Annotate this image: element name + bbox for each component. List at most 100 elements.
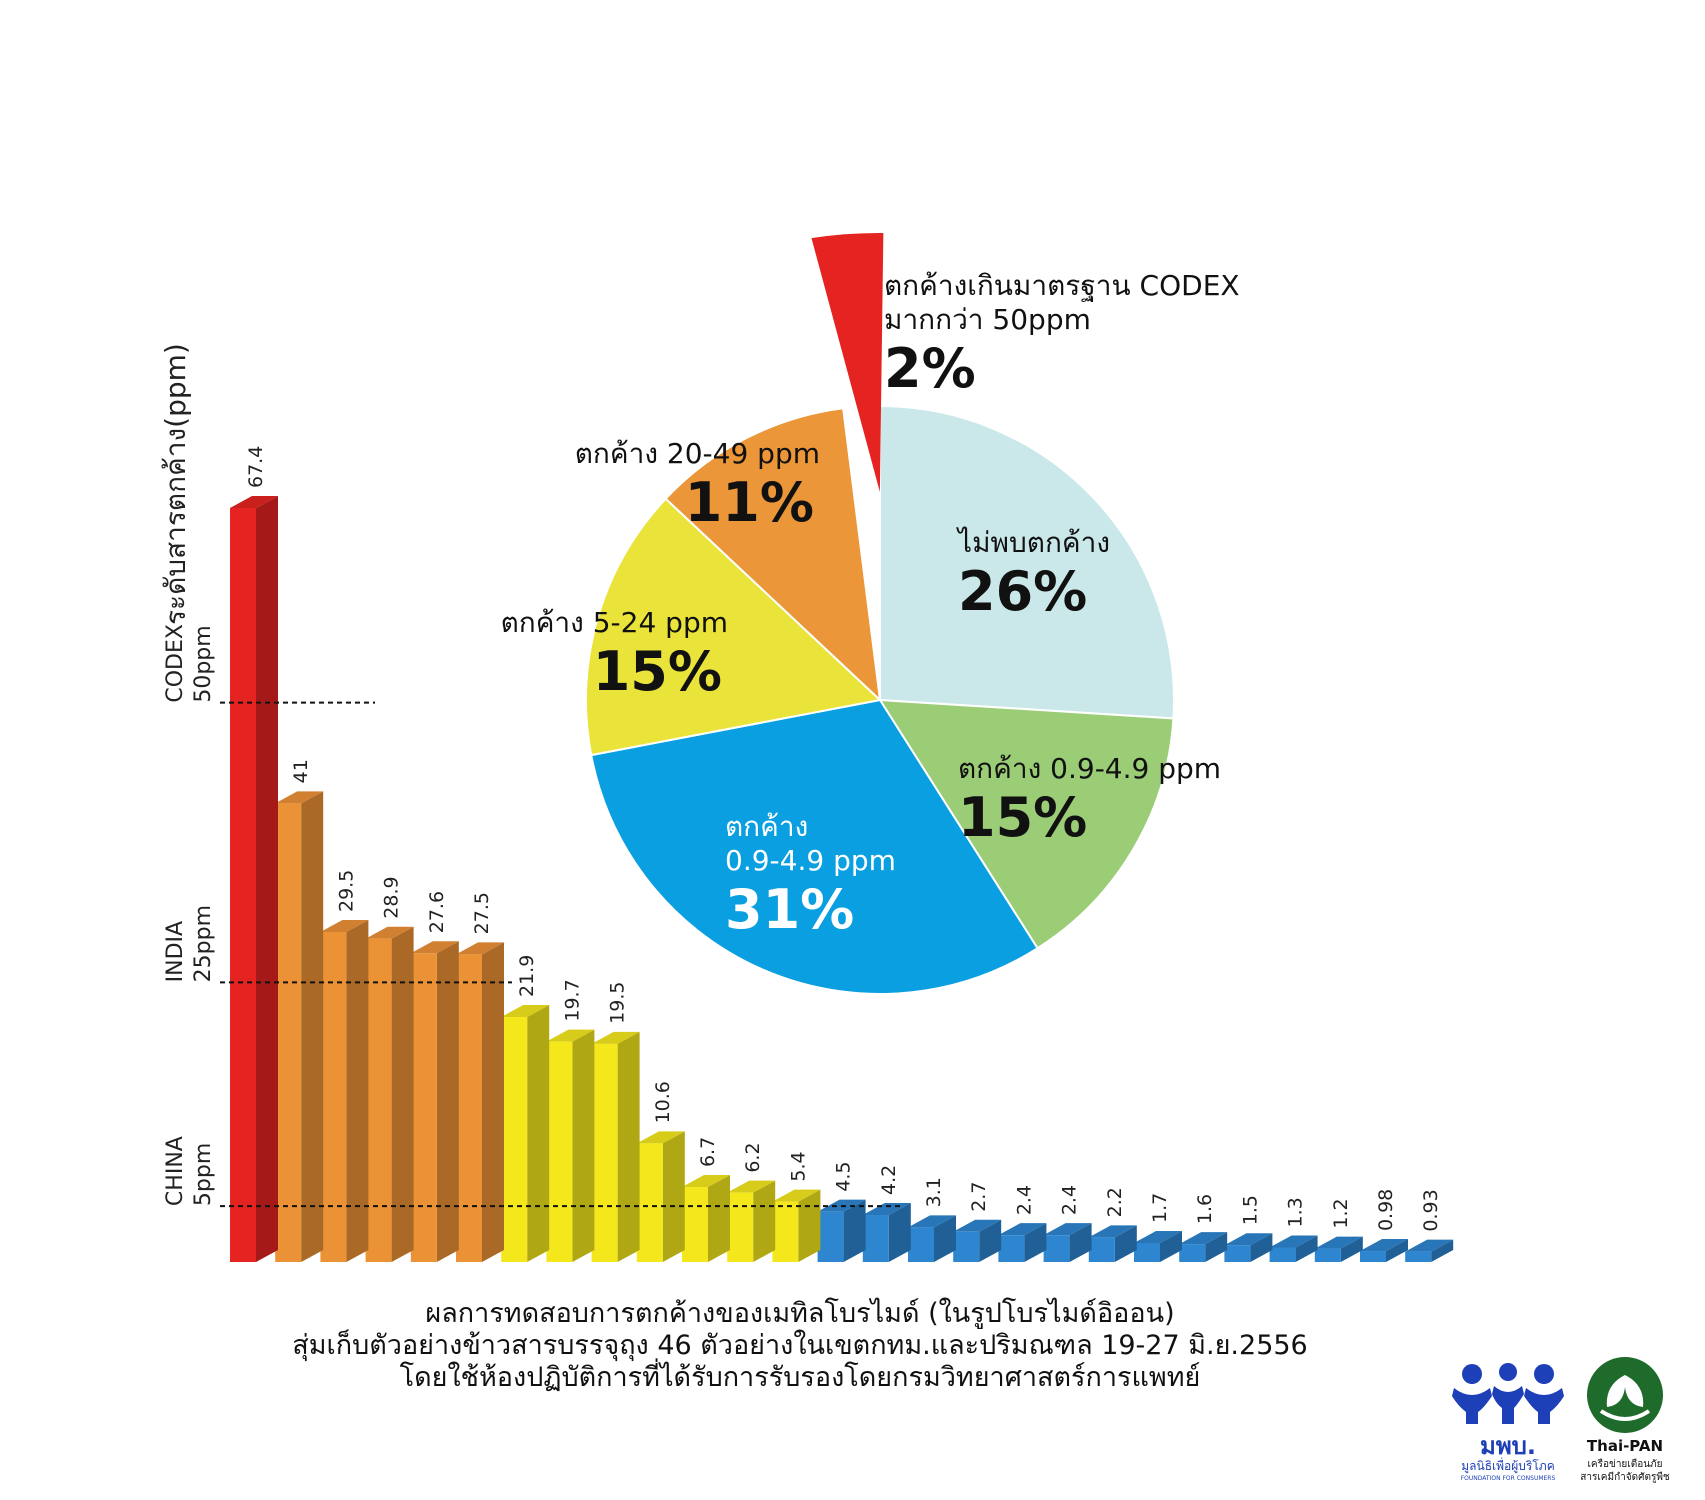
bar-16 (908, 1215, 956, 1262)
bar-top (1405, 1239, 1454, 1252)
bar-24 (1269, 1235, 1318, 1262)
bar-value-label: 19.5 (607, 982, 629, 1024)
bar-value-label: 29.5 (335, 870, 357, 912)
bar-top (501, 1005, 550, 1018)
bar-7 (501, 1005, 550, 1262)
bar-value-label: 5.4 (787, 1151, 809, 1181)
pie-slice-percent: 31% (725, 878, 854, 941)
bar-top (1224, 1233, 1273, 1246)
bar-top (998, 1223, 1047, 1236)
reference-name: INDIA (163, 921, 188, 982)
bar-value-label: 4.5 (833, 1161, 855, 1191)
bar-side (527, 1005, 550, 1262)
bar-value-label: 3.1 (923, 1177, 945, 1207)
bar-side (753, 1180, 776, 1262)
bar-top (230, 496, 278, 508)
pie-slice-label: ตกค้าง 20-49 ppm (575, 437, 820, 470)
bar-11 (682, 1175, 730, 1262)
bar-front (1269, 1247, 1296, 1262)
bar-15 (862, 1203, 911, 1262)
bar-25 (1314, 1236, 1363, 1262)
bar-top (682, 1175, 730, 1188)
bar-top (410, 941, 459, 954)
bar-value-label: 1.2 (1330, 1198, 1352, 1228)
bar-value-label: 1.7 (1149, 1193, 1171, 1223)
pie-slice-label: ตกค้าง 5-24 ppm (501, 606, 728, 639)
bar-10 (636, 1131, 685, 1262)
pie-slice-label: ตกค้างเกินมาตรฐาน CODEX (884, 269, 1240, 302)
bar-value-label: 0.98 (1375, 1189, 1397, 1231)
bar-side (256, 496, 278, 1262)
bar-front (1314, 1248, 1341, 1262)
caption-line-2: สุ่มเก็บตัวอย่างข้าวสารบรรจุถุง 46 ตัวอย… (292, 1330, 1308, 1361)
bar-side (301, 791, 324, 1262)
bar-21 (1134, 1230, 1182, 1262)
reference-value: 50ppm (191, 625, 216, 702)
pie-slice-percent: 2% (884, 337, 976, 400)
bar-front (1134, 1242, 1160, 1262)
bar-19 (1043, 1223, 1092, 1262)
reference-value: 25ppm (191, 905, 216, 982)
bar-6 (456, 942, 504, 1262)
bar-top (456, 942, 504, 955)
bar-18 (998, 1223, 1047, 1262)
bar-top (1179, 1232, 1228, 1245)
bar-front (1179, 1244, 1206, 1262)
bar-3 (320, 919, 369, 1262)
bar-side (482, 942, 504, 1262)
bar-front (546, 1041, 573, 1262)
pie-slice-percent: 15% (593, 640, 722, 703)
bar-9 (591, 1031, 640, 1262)
bar-front (365, 938, 392, 1262)
bar-top (1269, 1235, 1318, 1248)
bar-side (1114, 1225, 1137, 1262)
bar-front (727, 1192, 754, 1262)
pie-slice-6 (811, 233, 884, 493)
bar-value-label: 1.6 (1194, 1194, 1216, 1224)
svg-text:เครือข่ายเตือนภัย: เครือข่ายเตือนภัย (1588, 1458, 1663, 1470)
pie-slice-percent: 26% (958, 560, 1087, 623)
pie-slice-5 (664, 407, 882, 703)
reference-value: 5ppm (191, 1143, 216, 1206)
bar-front (320, 931, 347, 1262)
bar-side (979, 1219, 1002, 1262)
bar-top (1134, 1230, 1182, 1243)
pie-slice-4 (585, 497, 883, 757)
bar-front (230, 508, 256, 1262)
bar-1 (230, 496, 278, 1262)
bar-2 (275, 791, 324, 1262)
bar-value-label: 6.2 (742, 1142, 764, 1172)
y-axis-label: ระดับสารตกค้าง(ppm) (159, 343, 192, 625)
ffc-logo: มพบ. มูลนิธิเพื่อผู้บริโภค FOUNDATION FO… (1448, 1362, 1568, 1482)
bar-top (591, 1031, 640, 1044)
bar-side (1205, 1232, 1228, 1262)
svg-text:สารเคมีกำจัดศัตรูพืช: สารเคมีกำจัดศัตรูพืช (1580, 1471, 1670, 1483)
bar-side (888, 1203, 911, 1262)
bar-side (1386, 1239, 1408, 1262)
bar-front (862, 1215, 889, 1262)
pie-slice-label: มากกว่า 50ppm (884, 303, 1091, 336)
bar-side (1295, 1235, 1318, 1262)
bar-front (1405, 1251, 1432, 1262)
bar-top (1360, 1239, 1408, 1252)
bar-value-label: 4.2 (878, 1165, 900, 1195)
bar-value-label: 21.9 (516, 955, 538, 997)
bar-20 (1088, 1225, 1137, 1262)
bar-value-label: 27.5 (471, 892, 493, 934)
bar-side (934, 1215, 956, 1262)
pie-slice-3 (590, 698, 1039, 995)
bar-front (410, 953, 437, 1262)
reference-name: CODEX (163, 624, 188, 703)
bar-top (1043, 1223, 1092, 1236)
bar-side (1069, 1223, 1092, 1262)
bar-side (798, 1189, 821, 1262)
bar-side (1250, 1233, 1273, 1262)
bar-17 (953, 1219, 1002, 1262)
bar-23 (1224, 1233, 1273, 1262)
